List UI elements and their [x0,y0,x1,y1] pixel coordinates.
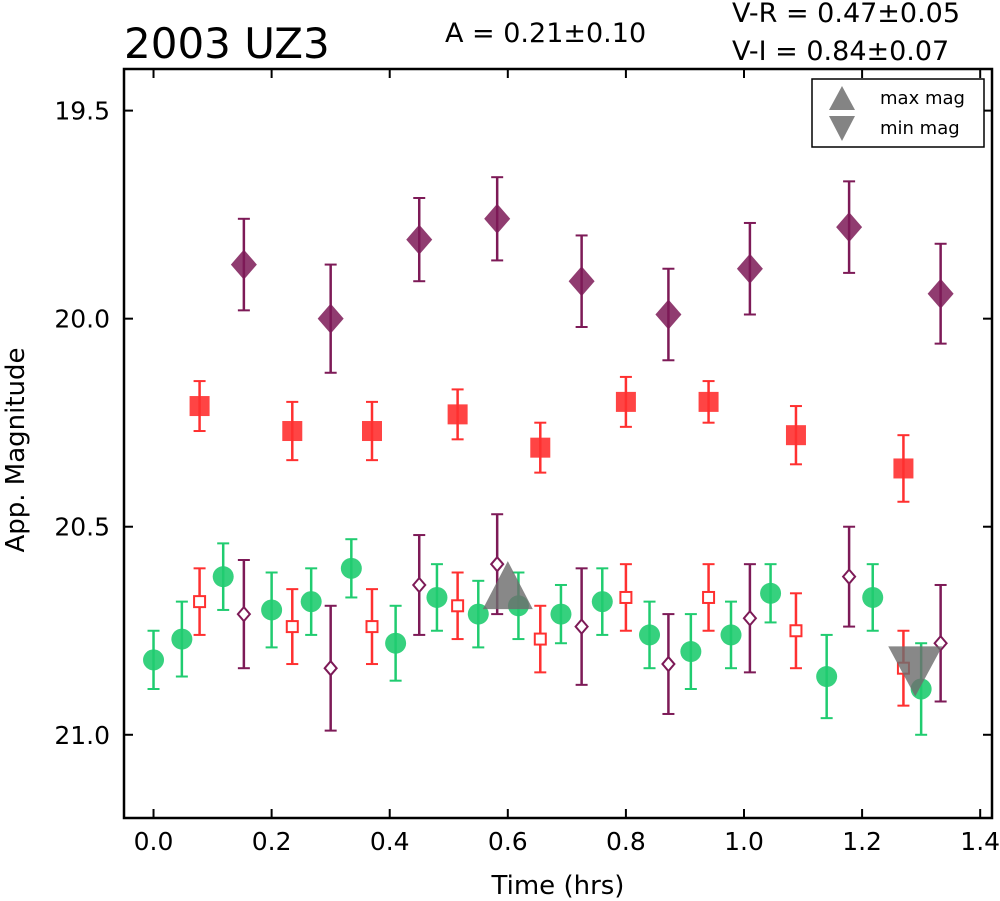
series-2-open-square-6-point [702,590,716,604]
x-tick-label-4: 0.8 [606,827,646,856]
series-1-filled-square-8-point [893,458,914,479]
x-axis-label: Time (hrs) [491,871,625,901]
series-4-filled-circle-10-point [550,603,572,625]
series-1-filled-square-0-point [189,396,210,417]
series-4-filled-circle-14-point [720,624,742,646]
y-axis-label: App. Magnitude [1,347,31,552]
legend-min-mag-icon [829,116,855,141]
series-4-filled-circle-1-point [171,628,193,650]
series-3-open-diamond-5-point [661,655,676,673]
series-4-filled-circle-11-point [591,591,613,613]
series-1-filled-square-3-point [447,404,468,425]
series-3-open-diamond-3-point [489,555,505,573]
series-3-open-diamond-7-point [841,568,857,586]
series-1-filled-square-5-point [615,391,636,412]
series-1-filled-square-6-point [698,391,719,412]
series-2-open-square-2-point [365,620,379,634]
series-4-filled-circle-17-point [862,586,884,608]
plot-frame [122,67,994,820]
x-tick-label-5: 1.0 [724,827,764,856]
series-2-open-square-5-point [619,590,633,604]
y-tick-label-0: 19.5 [54,97,110,126]
x-tick-label-6: 1.2 [842,827,882,856]
series-3-open-diamond-1-point [323,659,338,677]
axis-ticks: 0.0 0.2 0.4 0.6 0.8 1.0 1.2 1.4 19.5 20.0 20.5 21.0 [54,69,1000,856]
series-3-open-diamond-2-point [411,576,427,594]
min-mag-marker [888,646,943,697]
plot-area [143,176,954,736]
x-tick-label-7: 1.4 [960,827,1000,856]
series-1-filled-square-7-point [785,425,806,446]
series-4-filled-circle-2-point [212,566,234,588]
y-tick-label-2: 20.5 [54,513,110,542]
series-0-filled-diamond-0-point [230,249,257,280]
series-0-filled-diamond-5-point [655,299,682,330]
series-2-open-square-4-point [533,632,547,646]
legend-min-mag-label: min mag [880,118,960,139]
chart-title: 2003 UZ3 [124,19,330,68]
legend-max-mag-label: max mag [880,88,965,109]
legend-max-mag-icon [829,86,855,110]
series-1-filled-square-4-point [530,437,551,458]
series-4-filled-circle-7-point [426,586,448,608]
y-tick-label-3: 21.0 [54,721,110,750]
series-0-filled-diamond-4-point [568,266,595,297]
series-4-filled-circle-15-point [760,582,782,604]
series-3-open-diamond-4-point [574,618,589,636]
series-0-filled-diamond-8-point [927,278,954,309]
series-2-open-square-0-point [193,595,207,609]
x-tick-label-0: 0.0 [134,827,174,856]
series-3-open-diamond-6-point [742,609,758,627]
series-4-filled-circle-0-point [143,649,165,671]
series-1-filled-square-1-point [282,421,303,442]
series-2-open-square-7-point [789,624,803,638]
series-1-filled-square-2-point [362,421,382,442]
series-4-filled-circle-4-point [300,591,322,613]
amplitude-annotation: A = 0.21±0.10 [445,18,646,49]
series-4-filled-circle-13-point [680,641,702,663]
max-mag-marker [482,561,533,610]
series-4-filled-circle-12-point [639,624,661,646]
series-2-open-square-1-point [285,620,299,634]
series-2-open-square-3-point [451,599,465,613]
x-tick-label-3: 0.6 [488,827,528,856]
series-0-filled-diamond-6-point [736,253,763,284]
series-0-filled-diamond-3-point [484,203,511,234]
y-tick-label-1: 20.0 [54,305,110,334]
series-3-open-diamond-0-point [236,605,252,623]
v-r-annotation: V-R = 0.47±0.05 [732,0,960,29]
series-4-filled-circle-5-point [340,557,362,579]
x-tick-label-2: 0.4 [370,827,410,856]
series-0-filled-diamond-2-point [406,224,433,255]
series-4-filled-circle-16-point [816,666,838,688]
legend: max mag min mag [811,78,985,148]
series-4-filled-circle-6-point [385,632,407,654]
v-i-annotation: V-I = 0.84±0.07 [732,36,949,67]
series-0-filled-diamond-1-point [317,303,344,334]
series-0-filled-diamond-7-point [836,212,863,243]
series-4-filled-circle-3-point [261,599,283,621]
x-tick-label-1: 0.2 [252,827,292,856]
